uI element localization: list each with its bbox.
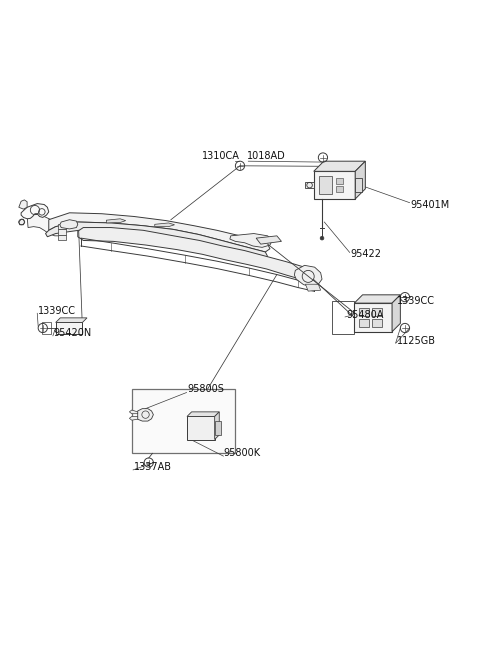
Polygon shape [256,236,281,244]
Polygon shape [21,203,49,219]
Bar [132,389,235,453]
Polygon shape [19,219,25,225]
Text: 1018AD: 1018AD [247,151,286,161]
Polygon shape [305,284,321,291]
Polygon shape [355,161,365,199]
Polygon shape [355,178,362,192]
Polygon shape [130,417,138,420]
Polygon shape [187,412,219,417]
Text: 1339CC: 1339CC [396,296,435,306]
Circle shape [320,236,324,240]
Polygon shape [215,421,221,435]
Bar [56,323,83,333]
Bar [336,186,343,192]
Polygon shape [56,318,87,323]
Polygon shape [215,412,219,440]
Polygon shape [314,161,365,171]
Text: 1125GB: 1125GB [396,335,436,346]
Text: 95480A: 95480A [346,310,384,319]
Bar [58,224,66,230]
Polygon shape [46,222,268,260]
Polygon shape [305,182,314,188]
Bar [58,235,66,241]
Bar [354,303,392,332]
Bar [187,417,215,440]
Text: 1339CC: 1339CC [38,306,76,316]
Bar [372,308,382,316]
Polygon shape [354,295,400,303]
Polygon shape [27,214,65,236]
Text: 95420N: 95420N [53,328,92,338]
Polygon shape [392,295,400,332]
Polygon shape [138,409,154,421]
Bar [359,319,369,327]
Bar [319,176,332,194]
Polygon shape [155,223,175,226]
Bar [359,308,369,316]
Bar [314,171,355,199]
Text: 1310CA: 1310CA [202,151,240,161]
Bar [336,178,343,184]
Polygon shape [130,410,138,414]
Text: 95422: 95422 [350,249,382,259]
Polygon shape [294,265,322,287]
Polygon shape [60,220,78,229]
Polygon shape [78,228,321,283]
Text: 95800S: 95800S [187,384,224,394]
Bar [58,230,66,235]
Text: 95401M: 95401M [410,199,450,209]
Polygon shape [19,200,27,209]
Polygon shape [107,219,126,223]
Bar [372,319,382,327]
Text: 95800K: 95800K [224,448,261,458]
Polygon shape [230,234,272,247]
Text: 1337AB: 1337AB [134,462,172,472]
Bar [42,323,51,333]
Polygon shape [49,213,270,252]
